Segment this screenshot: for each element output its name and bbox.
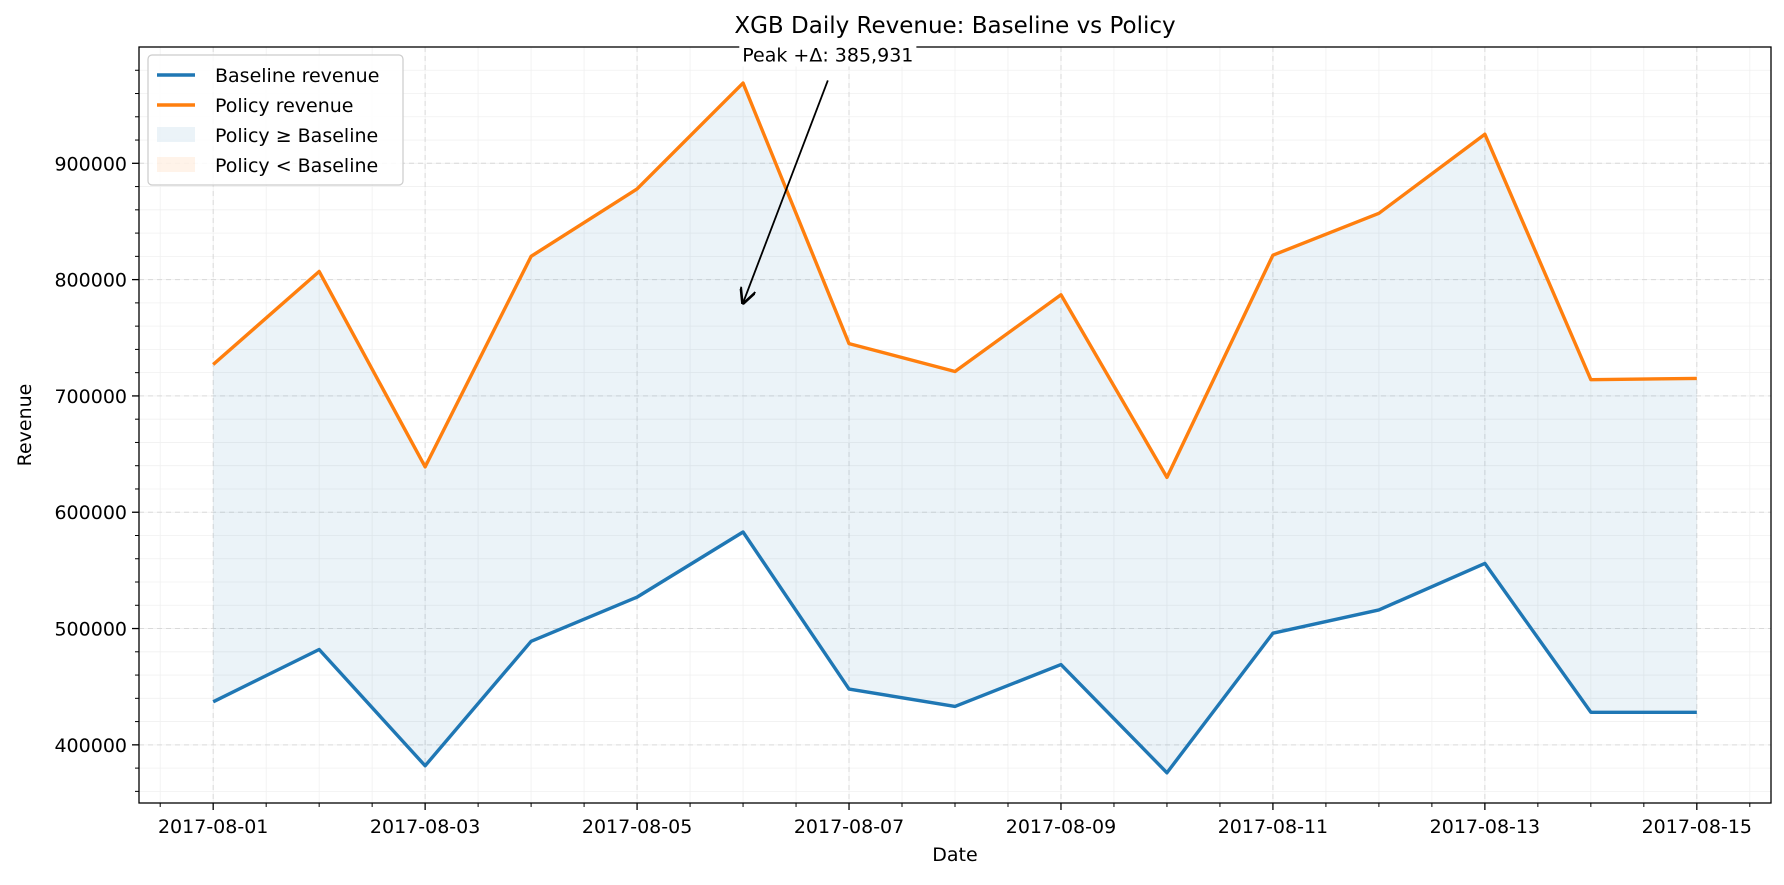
- legend-entry-policy-above-swatch: [157, 127, 195, 142]
- y-tick-label: 700000: [54, 386, 127, 408]
- annotation-text: Peak +Δ: 385,931: [742, 44, 913, 66]
- chart-title: XGB Daily Revenue: Baseline vs Policy: [734, 13, 1175, 39]
- y-tick-label: 500000: [54, 619, 127, 641]
- x-tick-label: 2017-08-13: [1430, 816, 1540, 838]
- y-tick-label: 900000: [54, 153, 127, 175]
- y-tick-label: 800000: [54, 270, 127, 292]
- x-tick-label: 2017-08-03: [370, 816, 480, 838]
- legend: Baseline revenue Policy revenue Policy ≥ B…: [148, 55, 403, 185]
- legend-entry-policy-below-label: Policy < Baseline: [215, 155, 378, 177]
- legend-entry-policy-below-swatch: [157, 157, 195, 172]
- x-tick-label: 2017-08-15: [1642, 816, 1752, 838]
- x-tick-label: 2017-08-07: [794, 816, 904, 838]
- x-axis-label: Date: [932, 844, 977, 866]
- y-tick-label: 400000: [54, 735, 127, 757]
- y-axis-label: Revenue: [14, 384, 36, 467]
- legend-entry-baseline-label: Baseline revenue: [215, 65, 379, 87]
- x-tick-label: 2017-08-05: [582, 816, 692, 838]
- y-tick-label: 600000: [54, 502, 127, 524]
- x-tick-label: 2017-08-09: [1006, 816, 1116, 838]
- legend-entry-policy-above-label: Policy ≥ Baseline: [215, 125, 378, 147]
- legend-entry-policy-label: Policy revenue: [215, 95, 353, 117]
- x-tick-label: 2017-08-01: [158, 816, 268, 838]
- x-tick-label: 2017-08-11: [1218, 816, 1328, 838]
